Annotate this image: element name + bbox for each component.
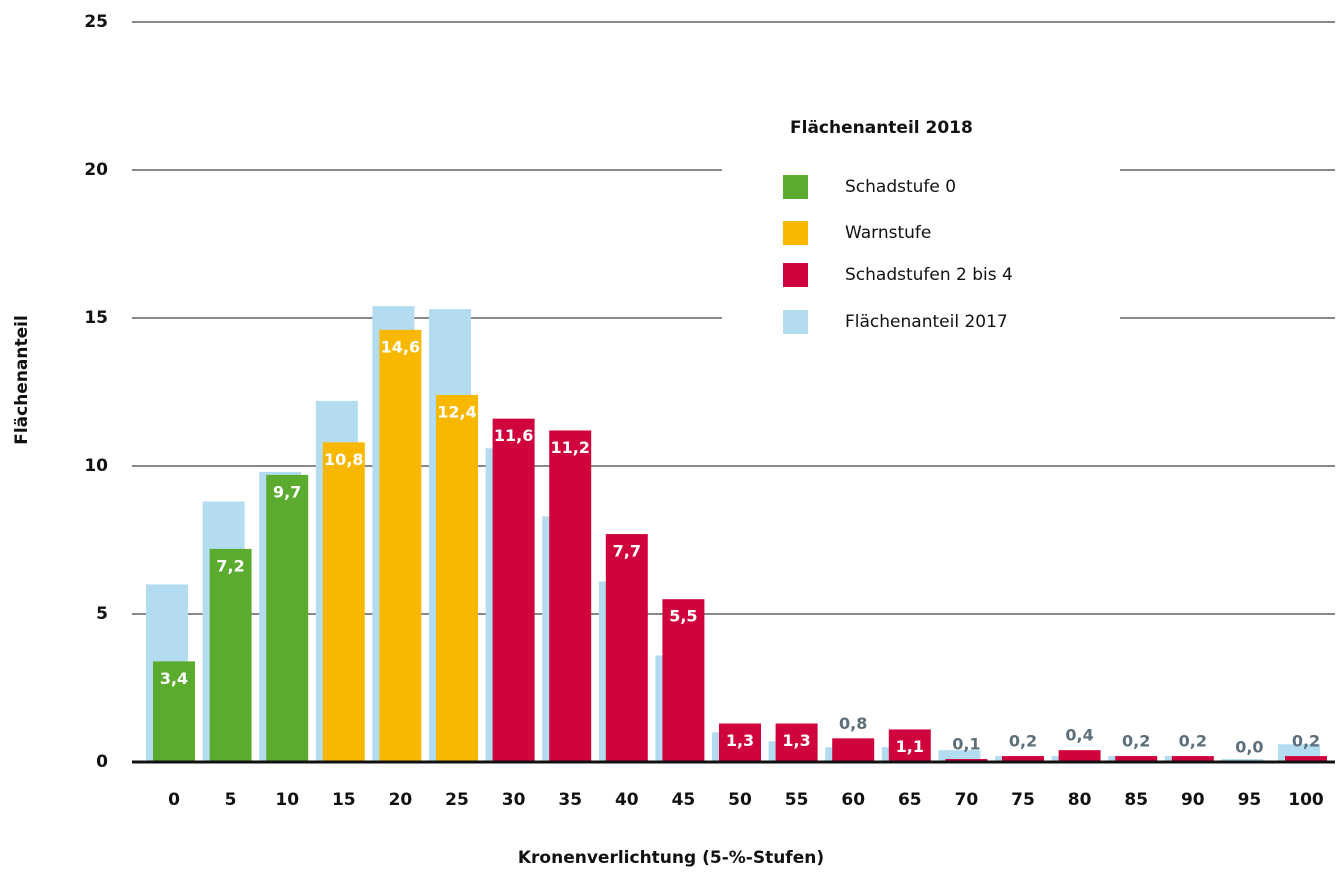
data-label: 1,3 [782,731,810,750]
x-tick-label: 0 [168,790,180,810]
bar [322,442,365,762]
data-label: 12,4 [437,402,476,421]
y-tick-label: 5 [96,604,108,624]
data-label: 11,2 [550,438,589,457]
data-label: 0,2 [1292,732,1320,751]
data-label: 0,2 [1122,732,1150,751]
data-label: 0,0 [1235,738,1263,757]
data-label: 0,2 [1009,732,1037,751]
x-tick-label: 30 [502,790,526,810]
x-tick-label: 50 [728,790,752,810]
legend-swatch [783,310,808,334]
bar [436,394,478,762]
bar [1171,756,1214,762]
y-tick-label: 15 [84,308,108,328]
data-label: 10,8 [324,450,363,469]
x-tick-label: 100 [1288,790,1324,810]
x-tick-label: 45 [672,790,696,810]
data-label: 5,5 [669,607,697,626]
x-tick-label: 20 [389,790,413,810]
x-tick-label: 75 [1011,790,1035,810]
bar [209,548,252,762]
bar [605,534,648,762]
data-label: 11,6 [494,426,533,445]
x-axis-label: Kronenverlichtung (5-%-Stufen) [518,848,824,868]
data-label: 0,2 [1179,732,1207,751]
x-tick-label: 70 [955,790,979,810]
bar [719,723,761,762]
bar [888,729,931,762]
bar [492,418,535,762]
legend-label: Schadstufe 0 [845,177,956,197]
legend-label: Flächenanteil 2017 [845,312,1008,332]
x-tick-label: 55 [785,790,809,810]
legend-title: Flächenanteil 2018 [790,118,973,138]
bar [832,738,875,762]
bar-2017 [938,750,981,762]
y-tick-label: 10 [84,456,108,476]
x-tick-label: 60 [841,790,865,810]
data-label: 0,8 [839,714,867,733]
x-tick-label: 95 [1238,790,1262,810]
bar [266,474,309,762]
data-label: 7,2 [216,556,244,575]
bar [549,430,592,762]
x-tick-label: 25 [445,790,469,810]
x-tick-label: 40 [615,790,639,810]
bar [1115,756,1158,762]
x-tick-label: 65 [898,790,922,810]
bar [662,599,705,762]
legend-swatch [783,221,808,245]
data-label: 0,1 [952,735,980,754]
x-tick-label: 85 [1124,790,1148,810]
x-tick-label: 5 [225,790,237,810]
legend-label: Warnstufe [845,223,931,243]
bar [1285,756,1327,762]
y-tick-label: 0 [96,752,108,772]
x-tick-label: 15 [332,790,356,810]
data-label: 14,6 [381,337,420,356]
x-tick-label: 90 [1181,790,1205,810]
bar [1058,750,1101,762]
legend-label: Schadstufen 2 bis 4 [845,265,1013,285]
x-tick-label: 35 [558,790,582,810]
bar [153,661,195,762]
data-label: 1,1 [896,737,924,756]
data-label: 3,4 [160,669,188,688]
y-tick-label: 20 [84,160,108,180]
bar [775,723,818,762]
data-label: 9,7 [273,482,301,501]
legend-swatch [783,263,808,287]
y-axis-label: Flächenanteil [12,315,32,445]
bar [1002,756,1044,762]
bar [379,329,422,762]
y-tick-label: 25 [84,12,108,32]
data-label: 7,7 [613,542,641,561]
x-tick-label: 80 [1068,790,1092,810]
data-label: 1,3 [726,731,754,750]
legend-swatch [783,175,808,199]
data-label: 0,4 [1065,726,1093,745]
x-tick-label: 10 [275,790,299,810]
